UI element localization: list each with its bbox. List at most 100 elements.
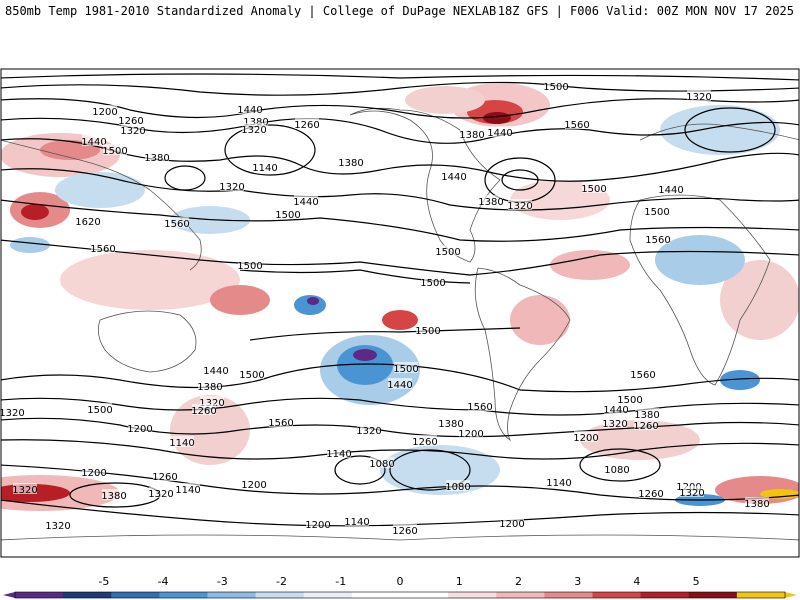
contour-label-bg	[439, 417, 463, 428]
colorbar-swatch	[688, 592, 738, 598]
colorbar-tick-label: -2	[276, 575, 287, 588]
colorbar-swatch	[159, 592, 208, 598]
contour-label-bg	[639, 487, 663, 498]
anomaly-region	[655, 235, 745, 285]
contour-label: 1500	[87, 405, 112, 416]
colorbar-tick-label: 1	[456, 575, 463, 588]
contour-label: 1320	[219, 182, 244, 193]
anomaly-region	[382, 310, 418, 330]
contour-label-bg	[295, 118, 319, 129]
contour-label-bg	[459, 427, 483, 438]
contour-label: 1500	[543, 82, 568, 93]
contour-label-bg	[244, 115, 268, 126]
colorbar-max-arrow	[785, 592, 797, 598]
contour-label: 1320	[679, 488, 704, 499]
contour-label-bg	[357, 424, 381, 435]
contour-label-bg	[388, 378, 412, 389]
contour-label: 1440	[237, 105, 262, 116]
contour-label-bg	[745, 497, 769, 508]
contour-label-bg	[145, 151, 169, 162]
contour-line	[1, 439, 799, 460]
contour-label-bg	[242, 478, 266, 489]
anomaly-region	[510, 295, 570, 345]
contour-line	[389, 449, 471, 491]
continent-outline	[1, 534, 799, 541]
colorbar-swatch	[496, 592, 545, 598]
contour-label: 1200	[305, 520, 330, 531]
colorbar-swatch	[303, 592, 353, 598]
contour-label-bg	[582, 182, 606, 193]
contour-label: 1560	[268, 418, 293, 429]
colorbar-swatch	[207, 592, 257, 598]
contour-label-bg	[603, 417, 627, 428]
contour-label-bg	[680, 486, 704, 497]
colorbar-tick-label: -5	[98, 575, 109, 588]
anomaly-region	[550, 250, 630, 280]
contour-label-bg	[500, 517, 524, 528]
colorbar-swatch	[400, 592, 449, 598]
contour-label-bg	[242, 123, 266, 134]
contour-line	[249, 327, 521, 341]
contour-label-bg	[436, 245, 460, 256]
contour-label-bg	[119, 114, 143, 125]
contour-label-bg	[394, 362, 418, 373]
anomaly-region	[337, 345, 393, 385]
contour-label: 1200	[127, 424, 152, 435]
contour-label-bg	[238, 259, 262, 270]
colorbar-swatch	[448, 592, 497, 598]
contour-label: 1320	[148, 489, 173, 500]
contour-label-bg	[677, 480, 701, 491]
colorbar-swatch	[640, 592, 690, 598]
contour-label: 1380	[101, 491, 126, 502]
contour-label-bg	[238, 103, 262, 114]
contour-label: 1260	[633, 421, 658, 432]
contour-label: 1260	[412, 437, 437, 448]
contour-label: 1500	[237, 261, 262, 272]
contour-label: 1200	[499, 519, 524, 530]
contour-label-bg	[121, 124, 145, 135]
contour-line	[579, 448, 661, 482]
contour-label: 1260	[392, 526, 417, 537]
contour-label: 1320	[241, 125, 266, 136]
contour-label-bg	[574, 431, 598, 442]
contour-label: 1500	[415, 326, 440, 337]
contour-label: 1560	[645, 235, 670, 246]
contour-label-bg	[442, 170, 466, 181]
contour-label: 1320	[686, 92, 711, 103]
contour-label-bg	[659, 183, 683, 194]
contour-label: 1320	[120, 126, 145, 137]
contour-label-bg	[103, 144, 127, 155]
contour-label: 1440	[441, 172, 466, 183]
height-contours	[1, 73, 799, 527]
contour-label-bg	[176, 483, 200, 494]
contour-label: 1620	[75, 217, 100, 228]
contour-line	[334, 455, 386, 485]
colorbar: -5 -4 -3 -2 -1 0 1 2 3 4 5	[3, 575, 797, 599]
contour-label-bg	[165, 217, 189, 228]
anomaly-region	[660, 105, 780, 155]
colorbar-swatch	[592, 592, 642, 598]
contour-label-bg	[93, 105, 117, 116]
contour-label-bg	[645, 205, 669, 216]
contour-label: 1380	[478, 197, 503, 208]
contour-label-bg	[547, 476, 571, 487]
contour-label: 1500	[393, 364, 418, 375]
contour-line	[164, 165, 206, 191]
contour-label-bg	[508, 199, 532, 210]
contour-label-bg	[13, 483, 37, 494]
colorbar-tick-label: -1	[335, 575, 346, 588]
colorbar-swatch	[544, 592, 593, 598]
contour-label-bg	[200, 396, 224, 407]
colorbar-swatch	[111, 592, 160, 598]
contour-label: 1500	[420, 278, 445, 289]
anomaly-region	[307, 297, 319, 305]
contour-label-bg	[88, 403, 112, 414]
map-frame	[0, 68, 800, 558]
contour-label: 1260	[152, 472, 177, 483]
contour-label-bg	[204, 364, 228, 375]
colorbar-outline	[14, 591, 786, 599]
contour-label-bg	[604, 403, 628, 414]
contour-label: 1260	[638, 489, 663, 500]
contour-label: 1560	[630, 370, 655, 381]
continent-outline	[97, 310, 197, 373]
